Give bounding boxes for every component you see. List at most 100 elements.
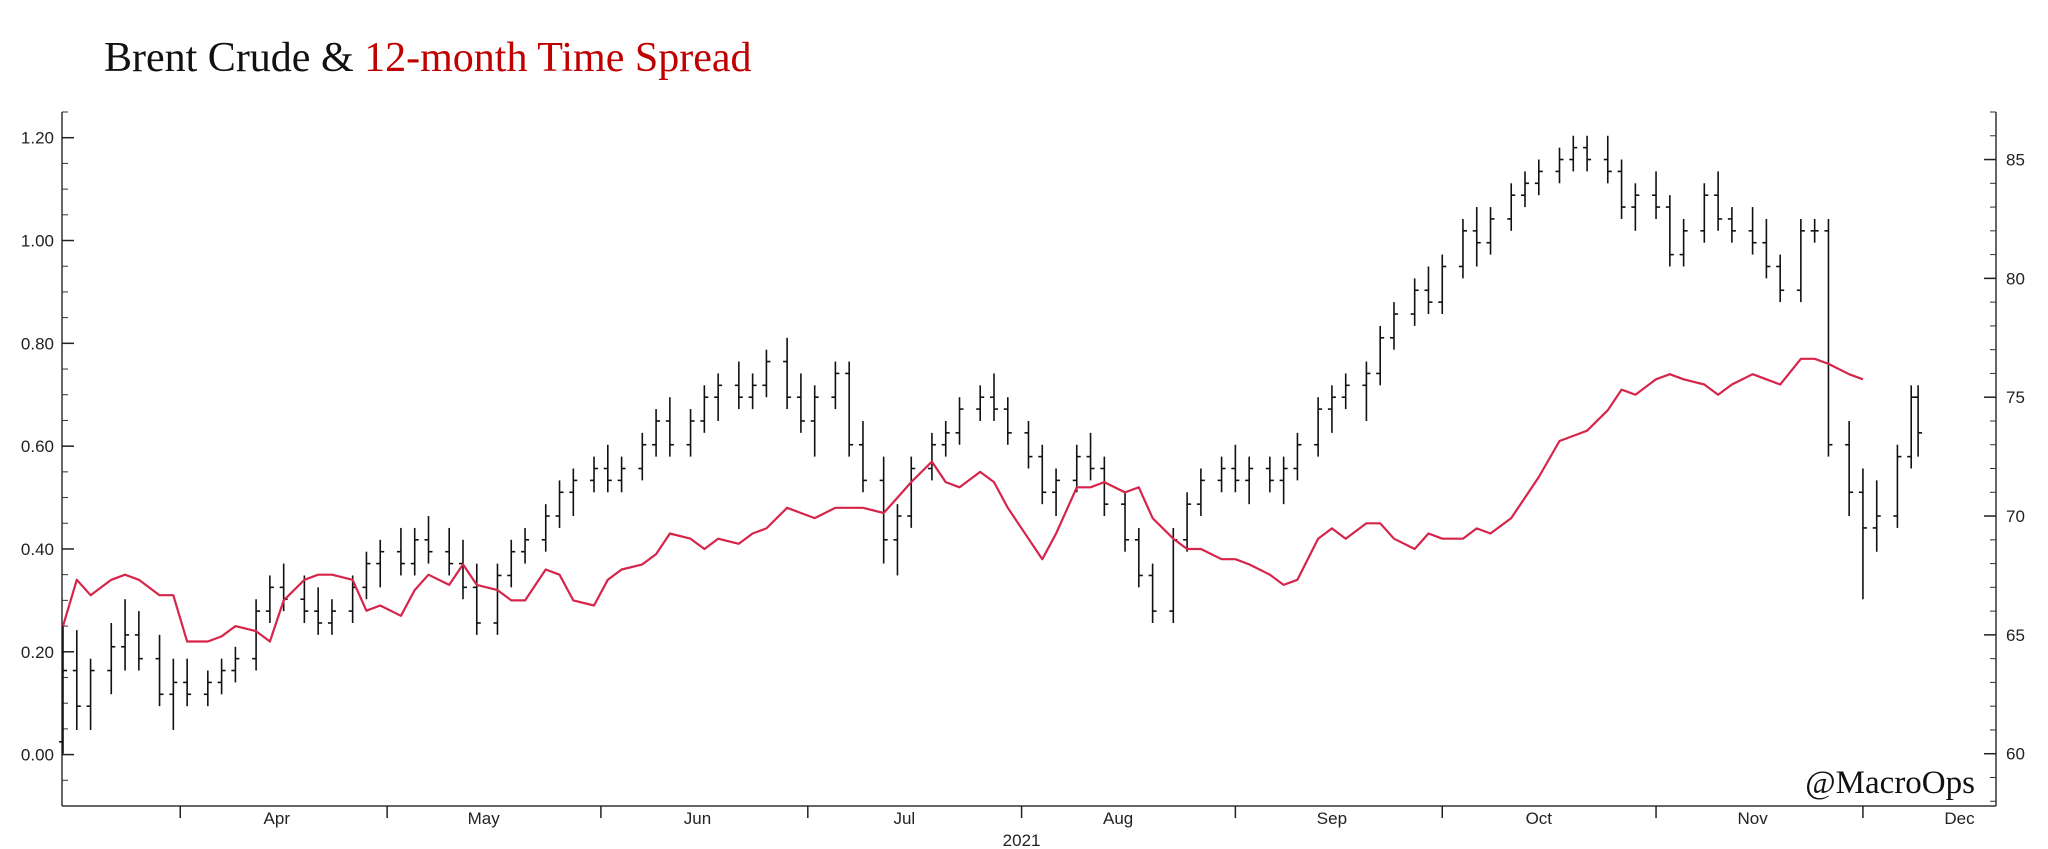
ohlc-bar (1631, 183, 1640, 231)
ohlc-bar (1569, 135, 1578, 172)
ohlc-bar (1148, 563, 1157, 623)
ohlc-bar (155, 634, 164, 707)
ohlc-bar (376, 539, 385, 588)
ohlc-bar (1196, 468, 1205, 517)
ohlc-bar (265, 575, 274, 623)
ohlc-bar (748, 373, 757, 410)
right-tick-label: 65 (2006, 626, 2025, 645)
ohlc-bar (1810, 218, 1819, 243)
ohlc-bar (107, 622, 116, 695)
right-axis: 60 65 70 75 80 85 (1984, 111, 2025, 802)
right-tick-label: 75 (2006, 388, 2025, 407)
ohlc-bar (410, 527, 419, 576)
x-tick-label: Jul (893, 809, 915, 828)
ohlc-bar (879, 456, 888, 564)
ohlc-bar (1583, 135, 1592, 172)
ohlc-bar (472, 563, 481, 635)
ohlc-bar (976, 385, 985, 421)
ohlc-bar (1314, 397, 1323, 457)
ohlc-bar (590, 456, 599, 493)
x-tick-label: May (468, 809, 501, 828)
ohlc-bar (72, 630, 81, 730)
ohlc-bar (362, 551, 371, 600)
ohlc-bar (59, 622, 67, 754)
ohlc-bar (714, 373, 723, 421)
ohlc-bar (907, 456, 916, 528)
ohlc-bar (569, 468, 578, 517)
chart-title-part1: Brent Crude & (104, 35, 365, 81)
ohlc-bar (955, 397, 964, 445)
ohlc-bar (845, 361, 854, 457)
ohlc-bar (700, 385, 709, 433)
ohlc-bar (1727, 207, 1736, 243)
ohlc-bar (1458, 218, 1467, 279)
ohlc-bar (1617, 159, 1626, 219)
ohlc-bar (858, 420, 867, 493)
ohlc-bar (990, 373, 998, 421)
ohlc-bar (1410, 278, 1419, 326)
right-tick-label: 70 (2006, 507, 2025, 526)
ohlc-bar (1279, 456, 1288, 505)
ohlc-bar (1507, 183, 1516, 231)
ohlc-bar (1555, 147, 1564, 184)
ohlc-bar (1907, 385, 1916, 469)
ohlc-bar (300, 575, 309, 623)
x-tick-label: Nov (1737, 809, 1768, 828)
watermark: @MacroOps (1805, 765, 1975, 801)
ohlc-bar (686, 409, 695, 457)
ohlc-bar (1121, 492, 1130, 552)
ohlc-bar (445, 527, 454, 576)
ohlc-bar (783, 337, 792, 410)
ohlc-bar (1748, 207, 1757, 255)
ohlc-bar (1424, 266, 1433, 315)
left-tick-label: 0.40 (21, 540, 54, 559)
ohlc-bar (1714, 171, 1723, 231)
ohlc-bar (1086, 432, 1095, 481)
ohlc-bar (1217, 456, 1226, 493)
ohlc-bar (86, 658, 95, 730)
ohlc-bar (617, 456, 626, 493)
ohlc-bar (1665, 195, 1674, 267)
left-tick-label: 0.20 (21, 643, 54, 662)
ohlc-bar (1024, 420, 1033, 469)
chart-title-part2: 12-month Time Spread (364, 35, 752, 81)
spread-series (61, 357, 1864, 643)
ohlc-bar (1486, 207, 1495, 255)
ohlc-bar (1293, 432, 1302, 481)
ohlc-bar (603, 444, 612, 493)
x-tick-label: Dec (1944, 809, 1975, 828)
x-tick-label: Apr (264, 809, 291, 828)
left-tick-label: 0.00 (21, 746, 54, 765)
ohlc-bar (734, 361, 743, 410)
ohlc-bar (1183, 492, 1192, 552)
ohlc-bar (493, 563, 502, 635)
ohlc-bar (1362, 361, 1371, 421)
ohlc-bar (796, 373, 805, 433)
ohlc-bar (652, 409, 661, 457)
ohlc-bar (1824, 218, 1833, 457)
ohlc-bar (1231, 444, 1240, 493)
ohlc-bar (1534, 159, 1543, 196)
right-tick-label: 85 (2006, 151, 2025, 170)
ohlc-bar (1038, 444, 1047, 505)
ohlc-bar (1438, 254, 1447, 315)
ohlc-bar (183, 658, 192, 707)
ohlc-bar (169, 658, 178, 730)
ohlc-bar (831, 361, 840, 410)
x-tick-label: Oct (1526, 809, 1553, 828)
left-tick-label: 1.00 (21, 232, 54, 251)
ohlc-bar (203, 670, 212, 707)
ohlc-bar (1169, 527, 1178, 623)
ohlc-bar (1776, 254, 1785, 303)
ohlc-bar (762, 349, 771, 398)
left-tick-label: 0.80 (21, 334, 54, 353)
ohlc-bar (941, 420, 950, 457)
ohlc-bar (1341, 373, 1350, 410)
ohlc-bar (231, 646, 240, 683)
ohlc-bar (279, 563, 288, 612)
x-tick-label: Aug (1103, 809, 1133, 828)
ohlc-bar (1376, 325, 1385, 386)
ohlc-bar (1872, 480, 1881, 552)
ohlc-bar (424, 516, 433, 564)
